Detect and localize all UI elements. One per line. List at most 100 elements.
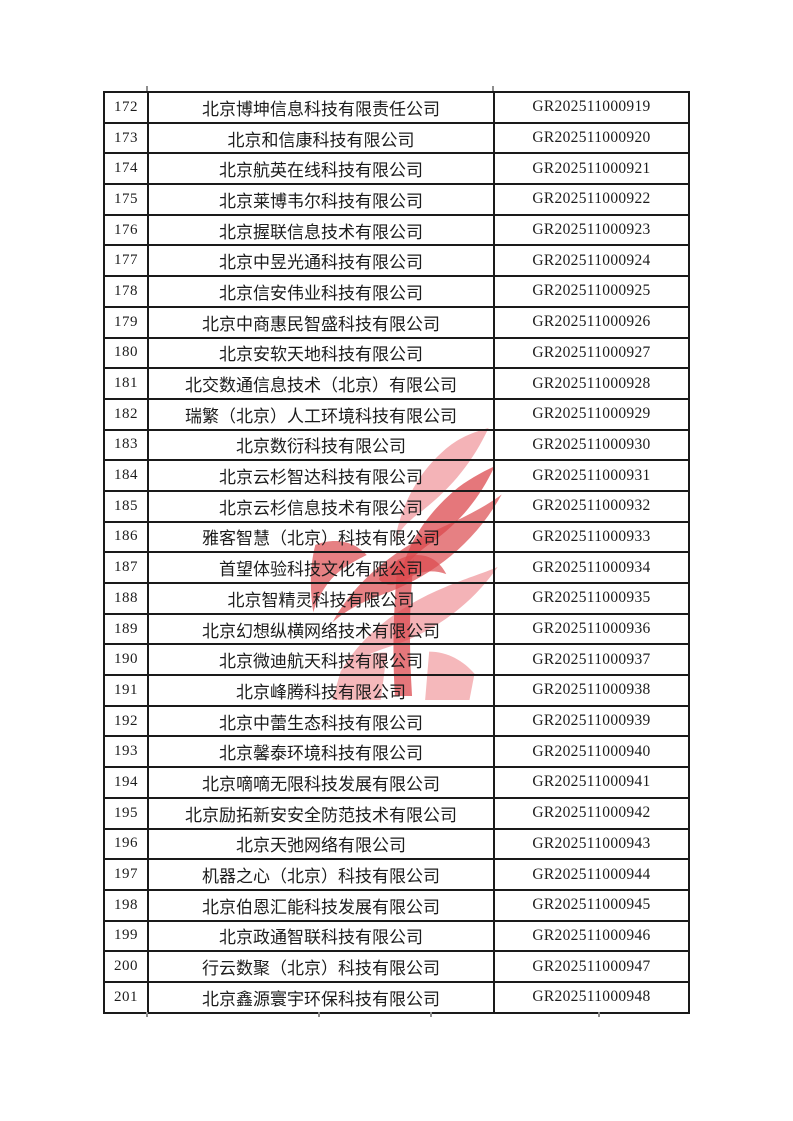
company-name-cell: 北京鑫源寰宇环保科技有限公司 (147, 980, 495, 1014)
cert-number-cell: GR202511000941 (493, 766, 690, 799)
company-name-cell: 北京嘀嘀无限科技发展有限公司 (147, 766, 495, 799)
cert-number-cell: GR202511000929 (493, 397, 690, 431)
company-name-cell: 北交数通信息技术（北京）有限公司 (147, 367, 495, 400)
company-name-cell: 机器之心（北京）科技有限公司 (147, 858, 495, 891)
company-name-cell: 北京信安伟业科技有限公司 (147, 275, 495, 308)
cert-number-cell: GR202511000931 (493, 459, 690, 492)
company-name-cell: 北京政通智联科技有限公司 (147, 919, 495, 953)
company-name-cell: 雅客智慧（北京）科技有限公司 (147, 520, 495, 554)
row-number-cell: 188 (103, 582, 149, 615)
row-number-cell: 173 (103, 121, 149, 155)
cert-number-cell: GR202511000943 (493, 827, 690, 861)
cert-number-cell: GR202511000928 (493, 367, 690, 400)
table-row: 177 北京中昱光通科技有限公司 GR202511000924 (103, 244, 690, 278)
company-name-cell: 北京莱博韦尔科技有限公司 (147, 183, 495, 216)
cert-number-cell: GR202511000926 (493, 305, 690, 339)
table-border-tick (146, 1012, 148, 1017)
company-name-cell: 北京中商惠民智盛科技有限公司 (147, 305, 495, 339)
table-border-tick (492, 86, 494, 91)
table-row: 178 北京信安伟业科技有限公司 GR202511000925 (103, 275, 690, 308)
company-name-cell: 北京励拓新安安全防范技术有限公司 (147, 796, 495, 830)
row-number-cell: 174 (103, 152, 149, 186)
table-border-tick (598, 1012, 600, 1017)
table-row: 179 北京中商惠民智盛科技有限公司 GR202511000926 (103, 305, 690, 339)
row-number-cell: 198 (103, 888, 149, 922)
certificate-table: 172 北京博坤信息科技有限责任公司 GR202511000919 173 北京… (103, 91, 690, 1014)
table-row: 185 北京云杉信息技术有限公司 GR202511000932 (103, 489, 690, 523)
table-row: 190 北京微迪航天科技有限公司 GR202511000937 (103, 643, 690, 677)
table-row: 189 北京幻想纵横网络技术有限公司 GR202511000936 (103, 612, 690, 646)
company-name-cell: 北京航英在线科技有限公司 (147, 152, 495, 186)
row-number-cell: 192 (103, 704, 149, 738)
cert-number-cell: GR202511000944 (493, 858, 690, 891)
cert-number-cell: GR202511000923 (493, 213, 690, 247)
row-number-cell: 187 (103, 551, 149, 584)
company-name-cell: 北京馨泰环境科技有限公司 (147, 735, 495, 769)
company-name-cell: 北京中蕾生态科技有限公司 (147, 704, 495, 738)
cert-number-cell: GR202511000940 (493, 735, 690, 769)
table-row: 188 北京智精灵科技有限公司 GR202511000935 (103, 582, 690, 615)
cert-number-cell: GR202511000924 (493, 244, 690, 278)
table-row: 201 北京鑫源寰宇环保科技有限公司 GR202511000948 (103, 980, 690, 1014)
cert-number-cell: GR202511000937 (493, 643, 690, 677)
table-row: 173 北京和信康科技有限公司 GR202511000920 (103, 121, 690, 155)
cert-number-cell: GR202511000920 (493, 121, 690, 155)
company-name-cell: 北京和信康科技有限公司 (147, 121, 495, 155)
table-row: 181 北交数通信息技术（北京）有限公司 GR202511000928 (103, 367, 690, 400)
company-name-cell: 北京博坤信息科技有限责任公司 (147, 91, 495, 124)
table-border-tick (146, 86, 148, 91)
row-number-cell: 189 (103, 612, 149, 646)
row-number-cell: 191 (103, 674, 149, 707)
row-number-cell: 195 (103, 796, 149, 830)
row-number-cell: 197 (103, 858, 149, 891)
cert-number-cell: GR202511000936 (493, 612, 690, 646)
company-name-cell: 北京伯恩汇能科技发展有限公司 (147, 888, 495, 922)
cert-number-cell: GR202511000945 (493, 888, 690, 922)
cert-number-cell: GR202511000947 (493, 950, 690, 983)
company-name-cell: 瑞繁（北京）人工环境科技有限公司 (147, 397, 495, 431)
row-number-cell: 201 (103, 980, 149, 1014)
cert-number-cell: GR202511000938 (493, 674, 690, 707)
company-name-cell: 北京云杉智达科技有限公司 (147, 459, 495, 492)
table-row: 182 瑞繁（北京）人工环境科技有限公司 GR202511000929 (103, 397, 690, 431)
row-number-cell: 184 (103, 459, 149, 492)
company-name-cell: 北京中昱光通科技有限公司 (147, 244, 495, 278)
table-row: 180 北京安软天地科技有限公司 GR202511000927 (103, 336, 690, 370)
company-name-cell: 北京云杉信息技术有限公司 (147, 489, 495, 523)
table-row: 172 北京博坤信息科技有限责任公司 GR202511000919 (103, 91, 690, 124)
company-name-cell: 北京微迪航天科技有限公司 (147, 643, 495, 677)
cert-number-cell: GR202511000921 (493, 152, 690, 186)
row-number-cell: 180 (103, 336, 149, 370)
table-body: 172 北京博坤信息科技有限责任公司 GR202511000919 173 北京… (103, 91, 690, 1014)
table-border-tick (318, 1012, 320, 1017)
table-row: 187 首望体验科技文化有限公司 GR202511000934 (103, 551, 690, 584)
cert-number-cell: GR202511000919 (493, 91, 690, 124)
cert-number-cell: GR202511000930 (493, 428, 690, 462)
table-row: 197 机器之心（北京）科技有限公司 GR202511000944 (103, 858, 690, 891)
table-row: 193 北京馨泰环境科技有限公司 GR202511000940 (103, 735, 690, 769)
company-name-cell: 北京天弛网络有限公司 (147, 827, 495, 861)
table-row: 199 北京政通智联科技有限公司 GR202511000946 (103, 919, 690, 953)
company-name-cell: 北京智精灵科技有限公司 (147, 582, 495, 615)
table-row: 192 北京中蕾生态科技有限公司 GR202511000939 (103, 704, 690, 738)
table-row: 183 北京数衍科技有限公司 GR202511000930 (103, 428, 690, 462)
table-row: 175 北京莱博韦尔科技有限公司 GR202511000922 (103, 183, 690, 216)
row-number-cell: 194 (103, 766, 149, 799)
table-row: 184 北京云杉智达科技有限公司 GR202511000931 (103, 459, 690, 492)
row-number-cell: 200 (103, 950, 149, 983)
row-number-cell: 199 (103, 919, 149, 953)
row-number-cell: 178 (103, 275, 149, 308)
cert-number-cell: GR202511000946 (493, 919, 690, 953)
cert-number-cell: GR202511000932 (493, 489, 690, 523)
table-row: 200 行云数聚（北京）科技有限公司 GR202511000947 (103, 950, 690, 983)
company-name-cell: 行云数聚（北京）科技有限公司 (147, 950, 495, 983)
table-border-tick (430, 1012, 432, 1017)
row-number-cell: 177 (103, 244, 149, 278)
table-row: 191 北京峰腾科技有限公司 GR202511000938 (103, 674, 690, 707)
row-number-cell: 185 (103, 489, 149, 523)
row-number-cell: 176 (103, 213, 149, 247)
cert-number-cell: GR202511000935 (493, 582, 690, 615)
row-number-cell: 186 (103, 520, 149, 554)
row-number-cell: 179 (103, 305, 149, 339)
cert-number-cell: GR202511000939 (493, 704, 690, 738)
